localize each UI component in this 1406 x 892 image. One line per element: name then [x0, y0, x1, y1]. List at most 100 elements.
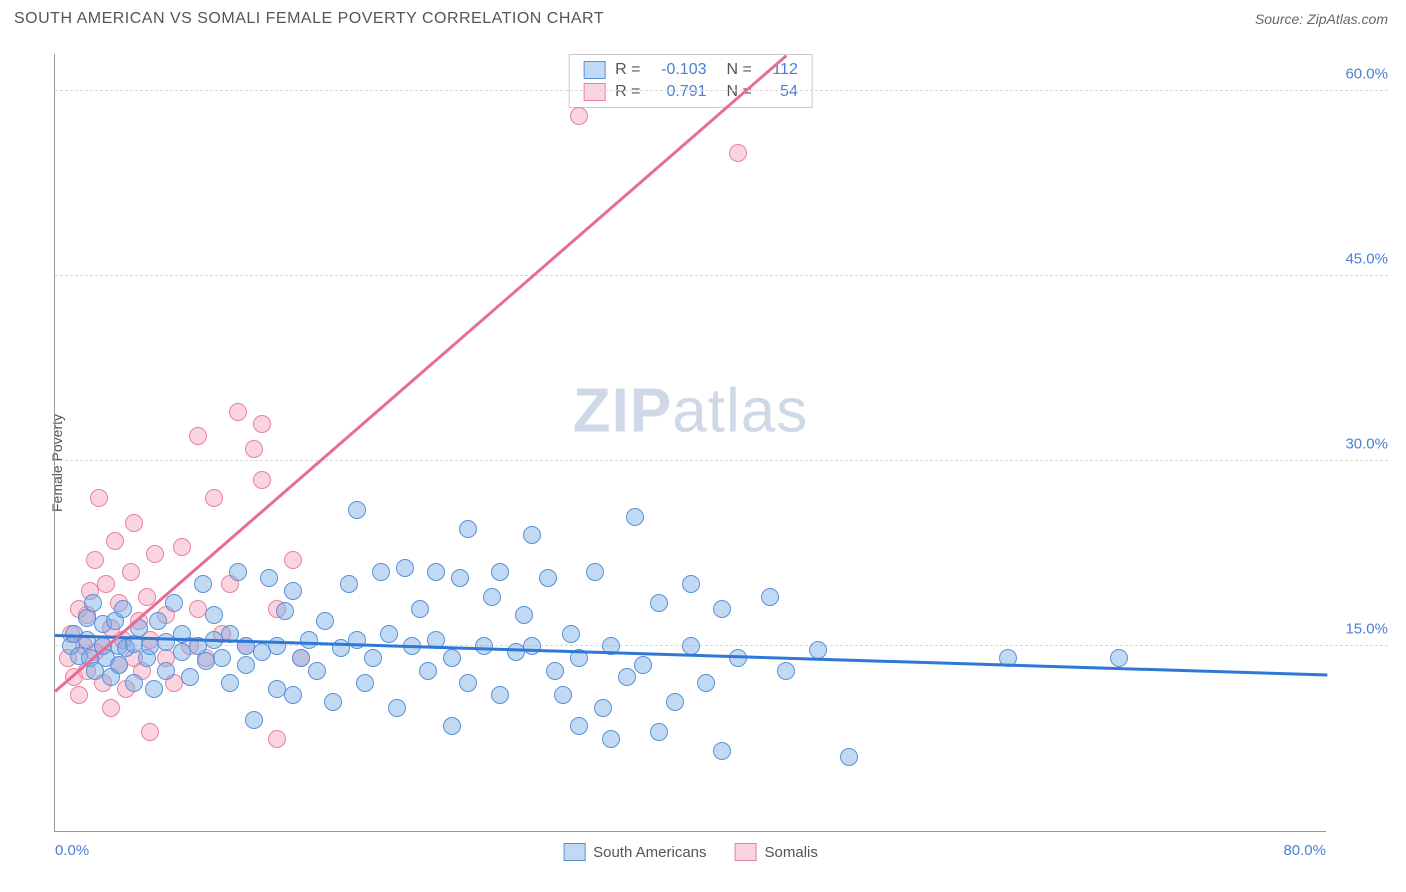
scatter-point	[284, 582, 302, 600]
grid-line-h	[55, 275, 1388, 276]
scatter-point	[570, 107, 588, 125]
scatter-point	[70, 686, 88, 704]
legend-swatch	[735, 843, 757, 861]
scatter-point	[165, 594, 183, 612]
r-label: R =	[615, 61, 640, 79]
chart-header: SOUTH AMERICAN VS SOMALI FEMALE POVERTY …	[0, 0, 1406, 36]
scatter-point	[125, 514, 143, 532]
scatter-point	[189, 427, 207, 445]
scatter-point	[213, 649, 231, 667]
scatter-point	[284, 551, 302, 569]
scatter-point	[324, 693, 342, 711]
watermark-bold: ZIP	[573, 377, 672, 446]
scatter-point	[483, 588, 501, 606]
legend-swatch	[583, 83, 605, 101]
scatter-point	[427, 563, 445, 581]
scatter-point	[546, 662, 564, 680]
scatter-point	[348, 501, 366, 519]
scatter-point	[253, 471, 271, 489]
scatter-point	[205, 606, 223, 624]
scatter-point	[300, 631, 318, 649]
scatter-point	[523, 526, 541, 544]
scatter-point	[194, 575, 212, 593]
scatter-point	[268, 637, 286, 655]
scatter-point	[157, 662, 175, 680]
scatter-point	[570, 717, 588, 735]
legend-bottom: South Americans Somalis	[563, 843, 818, 861]
watermark: ZIPatlas	[573, 376, 808, 447]
scatter-point	[102, 699, 120, 717]
scatter-point	[451, 569, 469, 587]
scatter-point	[618, 668, 636, 686]
scatter-point	[97, 575, 115, 593]
legend-label: South Americans	[593, 844, 706, 861]
scatter-point	[268, 730, 286, 748]
scatter-point	[491, 563, 509, 581]
scatter-point	[562, 625, 580, 643]
scatter-point	[122, 563, 140, 581]
scatter-point	[1110, 649, 1128, 667]
scatter-point	[396, 559, 414, 577]
chart-area: Female Poverty ZIPatlas R =-0.103N =112R…	[14, 44, 1396, 882]
scatter-point	[411, 600, 429, 618]
legend-swatch	[563, 843, 585, 861]
scatter-point	[388, 699, 406, 717]
scatter-point	[253, 415, 271, 433]
scatter-point	[86, 551, 104, 569]
scatter-point	[539, 569, 557, 587]
plot-region: ZIPatlas R =-0.103N =112R =0.791N =54 So…	[54, 54, 1326, 832]
scatter-point	[284, 686, 302, 704]
scatter-point	[106, 532, 124, 550]
scatter-point	[475, 637, 493, 655]
scatter-point	[245, 440, 263, 458]
scatter-point	[729, 144, 747, 162]
scatter-point	[181, 668, 199, 686]
scatter-point	[90, 489, 108, 507]
x-tick-label: 0.0%	[55, 842, 89, 859]
scatter-point	[205, 489, 223, 507]
legend-swatch	[583, 61, 605, 79]
scatter-point	[292, 649, 310, 667]
source-name: ZipAtlas.com	[1307, 11, 1388, 27]
watermark-rest: atlas	[672, 377, 808, 446]
scatter-point	[260, 569, 278, 587]
chart-title: SOUTH AMERICAN VS SOMALI FEMALE POVERTY …	[14, 10, 604, 28]
stats-row: R =0.791N =54	[569, 81, 812, 103]
scatter-point	[682, 637, 700, 655]
scatter-point	[650, 723, 668, 741]
scatter-point	[713, 600, 731, 618]
scatter-point	[666, 693, 684, 711]
scatter-point	[697, 674, 715, 692]
source-credit: Source: ZipAtlas.com	[1255, 11, 1388, 27]
n-label: N =	[727, 61, 752, 79]
scatter-point	[491, 686, 509, 704]
scatter-point	[554, 686, 572, 704]
y-tick-label: 30.0%	[1330, 436, 1388, 453]
n-value: 54	[762, 83, 798, 101]
scatter-point	[634, 656, 652, 674]
scatter-point	[114, 600, 132, 618]
scatter-point	[229, 403, 247, 421]
scatter-point	[523, 637, 541, 655]
scatter-point	[594, 699, 612, 717]
scatter-point	[84, 594, 102, 612]
scatter-point	[515, 606, 533, 624]
scatter-point	[809, 641, 827, 659]
scatter-point	[308, 662, 326, 680]
scatter-point	[459, 520, 477, 538]
scatter-point	[340, 575, 358, 593]
scatter-point	[626, 508, 644, 526]
scatter-point	[141, 723, 159, 741]
scatter-point	[316, 612, 334, 630]
x-tick-label: 80.0%	[1283, 842, 1326, 859]
scatter-point	[173, 538, 191, 556]
legend-item: Somalis	[735, 843, 818, 861]
scatter-point	[237, 656, 255, 674]
scatter-point	[356, 674, 374, 692]
scatter-point	[146, 545, 164, 563]
scatter-point	[443, 717, 461, 735]
source-prefix: Source:	[1255, 11, 1307, 27]
scatter-point	[602, 730, 620, 748]
y-tick-label: 15.0%	[1330, 621, 1388, 638]
scatter-point	[443, 649, 461, 667]
